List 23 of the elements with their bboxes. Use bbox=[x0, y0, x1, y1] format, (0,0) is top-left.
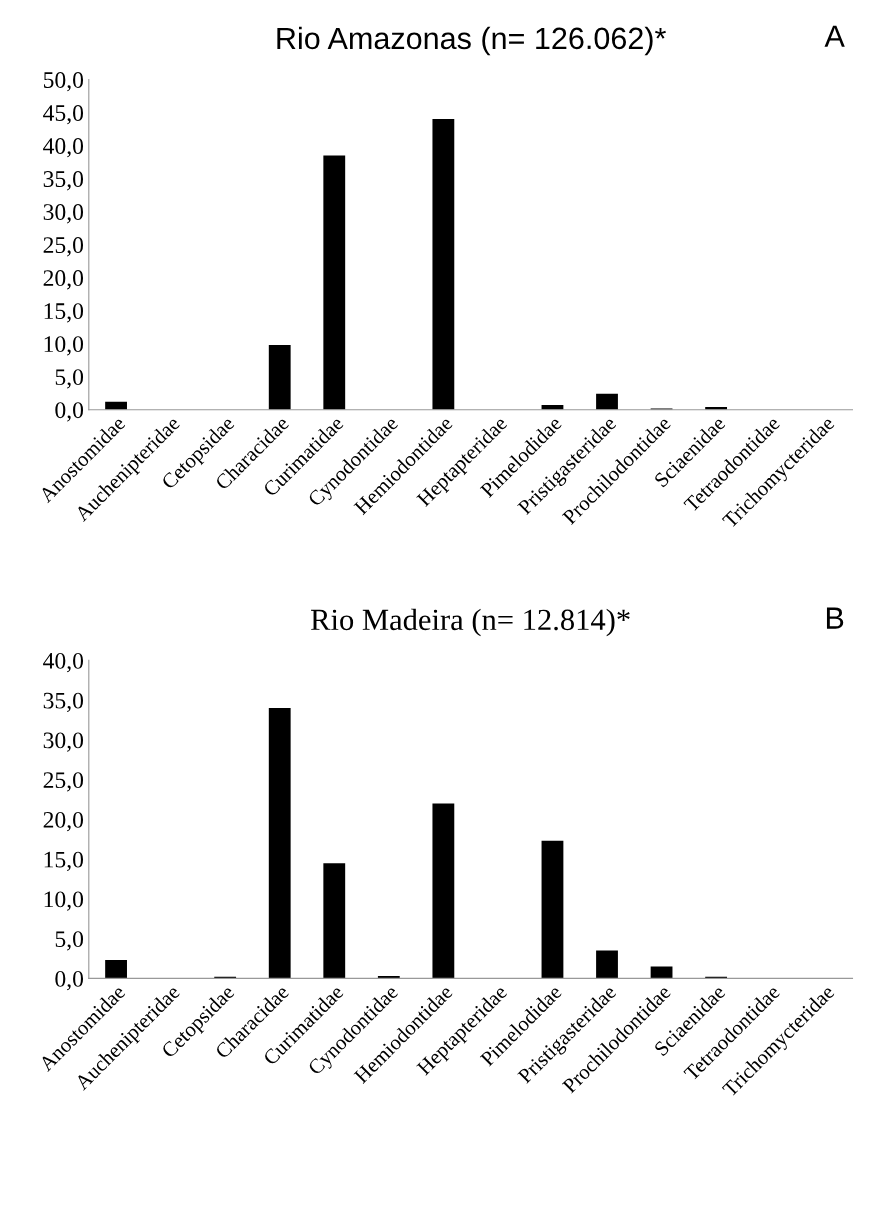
y-tick-label: 0,0 bbox=[55, 970, 84, 991]
y-tick-label: 20,0 bbox=[43, 270, 84, 290]
y-tick-label: 5,0 bbox=[55, 369, 84, 389]
y-tick-label: 25,0 bbox=[43, 772, 84, 792]
y-tick-label: 15,0 bbox=[44, 851, 84, 871]
y-tick-label: 35,0 bbox=[43, 171, 84, 191]
y-tick-label: 50,0 bbox=[43, 71, 84, 92]
y-tick-label: 35,0 bbox=[43, 692, 84, 712]
chart-title: Rio Amazonas (n= 126.062)* bbox=[277, 26, 666, 56]
chart-title: Rio Madeira (n= 12.814)* bbox=[311, 608, 630, 637]
y-tick-label: 30,0 bbox=[43, 732, 84, 752]
y-tick-label: 5,0 bbox=[55, 931, 84, 951]
y-tick-label: 40,0 bbox=[43, 138, 84, 158]
y-tick-label: 10,0 bbox=[44, 891, 84, 911]
y-tick-label: 20,0 bbox=[43, 811, 84, 832]
y-tick-label: 15,0 bbox=[44, 303, 84, 323]
y-tick-label: 10,0 bbox=[44, 336, 84, 356]
text: A bbox=[824, 25, 845, 47]
y-tick-label: 30,0 bbox=[43, 204, 84, 224]
y-tick-label: 25,0 bbox=[43, 237, 84, 257]
text: B bbox=[826, 607, 844, 629]
y-tick-label: 45,0 bbox=[43, 105, 84, 125]
y-tick-label: 40,0 bbox=[43, 652, 84, 673]
